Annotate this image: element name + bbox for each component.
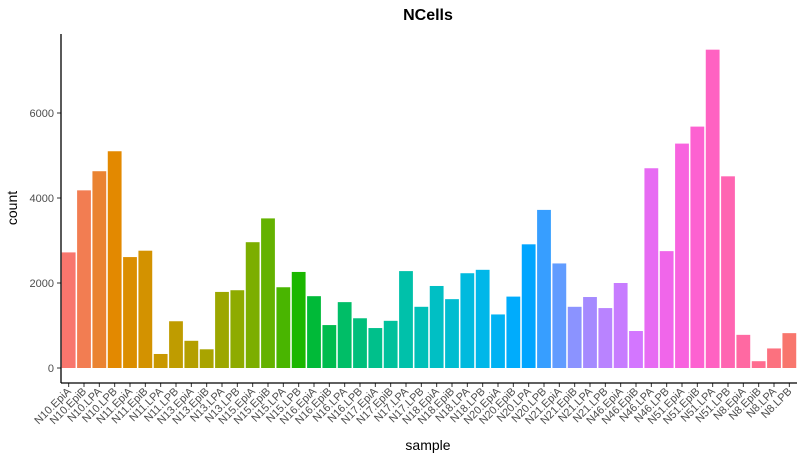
bar-n51-epia bbox=[675, 143, 689, 368]
bar-n13-lpa bbox=[215, 291, 229, 368]
bar-n11-epia bbox=[123, 257, 137, 368]
bar-n11-lpa bbox=[153, 353, 168, 368]
bar-n13-lpb bbox=[230, 290, 245, 368]
bars-group bbox=[61, 49, 797, 369]
bar-n11-epib bbox=[138, 250, 153, 368]
bar-n20-lpb bbox=[537, 209, 551, 368]
x-axis-ticks: N10.EpiAN10.EpiBN10.LPAN10.LPBN11.EpiAN1… bbox=[32, 383, 794, 427]
y-tick-label: 0 bbox=[48, 363, 54, 375]
bar-n51-epib bbox=[690, 126, 705, 368]
y-tick-label: 4000 bbox=[30, 193, 54, 205]
bar-n18-epia bbox=[429, 285, 444, 368]
bar-n51-lpb bbox=[721, 176, 735, 368]
chart-title: NCells bbox=[403, 7, 453, 24]
bar-n21-lpa bbox=[583, 297, 597, 368]
bar-n8-lpa bbox=[767, 348, 781, 368]
y-tick-label: 6000 bbox=[30, 108, 54, 120]
bar-n17-epia bbox=[368, 328, 383, 368]
bar-n21-lpb bbox=[598, 308, 613, 368]
bar-n8-epia bbox=[736, 334, 751, 368]
bar-n13-epia bbox=[184, 340, 199, 368]
bar-n15-lpb bbox=[291, 271, 306, 368]
bar-n11-lpb bbox=[169, 321, 183, 368]
x-axis-title: sample bbox=[405, 437, 450, 453]
bar-n17-epib bbox=[383, 320, 398, 368]
y-axis-title: count bbox=[4, 191, 20, 225]
bar-n10-epib bbox=[77, 190, 91, 368]
y-tick-label: 2000 bbox=[30, 278, 54, 290]
bar-n15-epia bbox=[245, 242, 260, 368]
bar-n10-epia bbox=[61, 252, 76, 368]
bar-n16-lpb bbox=[353, 318, 367, 368]
bar-n46-epia bbox=[613, 283, 628, 368]
bar-n15-lpa bbox=[276, 287, 291, 368]
bar-n46-lpa bbox=[644, 168, 659, 368]
bar-n21-epia bbox=[552, 263, 567, 368]
bar-n17-lpa bbox=[399, 271, 413, 368]
bar-n46-lpb bbox=[659, 251, 674, 369]
bar-n10-lpa bbox=[92, 171, 107, 368]
bar-n20-lpa bbox=[521, 244, 536, 368]
bar-n16-lpa bbox=[337, 302, 352, 369]
bar-n13-epib bbox=[199, 349, 214, 368]
bar-n17-lpb bbox=[414, 306, 429, 368]
bar-n18-epib bbox=[445, 299, 459, 368]
bar-n8-epib bbox=[751, 361, 766, 368]
bar-n8-lpb bbox=[782, 333, 797, 368]
bar-n21-epib bbox=[567, 306, 582, 368]
bar-n20-epib bbox=[506, 296, 521, 368]
bar-n18-lpb bbox=[475, 269, 490, 368]
bar-n16-epib bbox=[322, 325, 337, 368]
bar-n46-epib bbox=[629, 331, 643, 368]
bar-n20-epia bbox=[491, 314, 505, 368]
bar-n15-epib bbox=[261, 218, 275, 368]
bar-n10-lpb bbox=[107, 151, 122, 368]
y-axis-ticks: 0 2000 4000 6000 bbox=[30, 108, 61, 375]
bar-n16-epia bbox=[307, 296, 321, 368]
bar-n18-lpa bbox=[460, 273, 475, 368]
bar-n51-lpa bbox=[705, 49, 720, 369]
